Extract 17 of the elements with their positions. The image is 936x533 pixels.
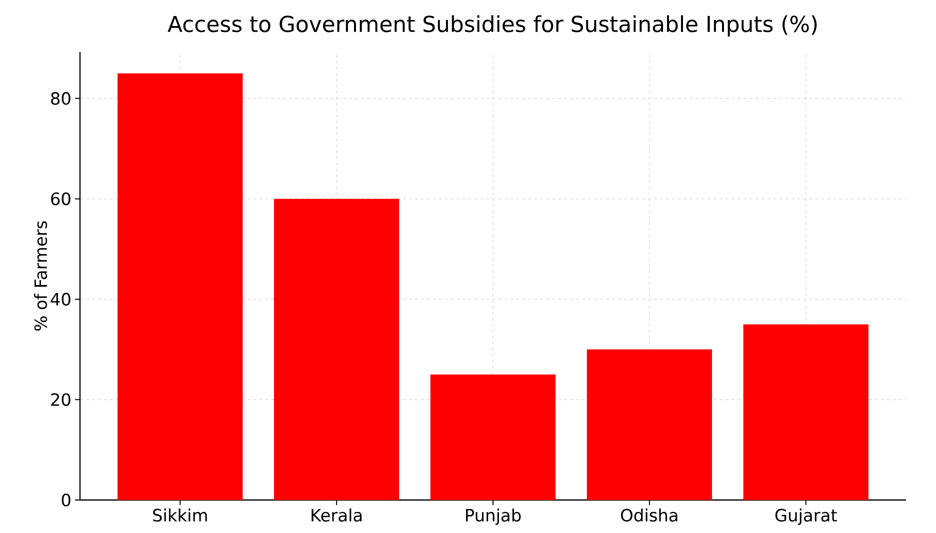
bar — [586, 349, 712, 500]
y-axis-title: % of Farmers — [34, 221, 48, 331]
x-tick-label: Gujarat — [775, 508, 837, 525]
x-tick-label: Punjab — [466, 508, 521, 525]
y-tick-label: 40 — [50, 292, 70, 306]
chart-title: Access to Government Subsidies for Sustainable Inputs (%) — [168, 15, 817, 36]
bar — [274, 198, 400, 500]
x-tick-label: Kerala — [312, 508, 362, 522]
y-tick-label: 60 — [51, 192, 70, 206]
bar — [430, 374, 556, 500]
bar — [743, 324, 868, 500]
y-tick-label: 0 — [62, 494, 70, 506]
y-tick-label: 80 — [51, 92, 70, 105]
x-tick-label: Odisha — [621, 508, 678, 522]
y-tick-label: 20 — [51, 393, 70, 406]
x-tick-label: Sikkim — [153, 508, 207, 522]
bar — [118, 73, 243, 500]
